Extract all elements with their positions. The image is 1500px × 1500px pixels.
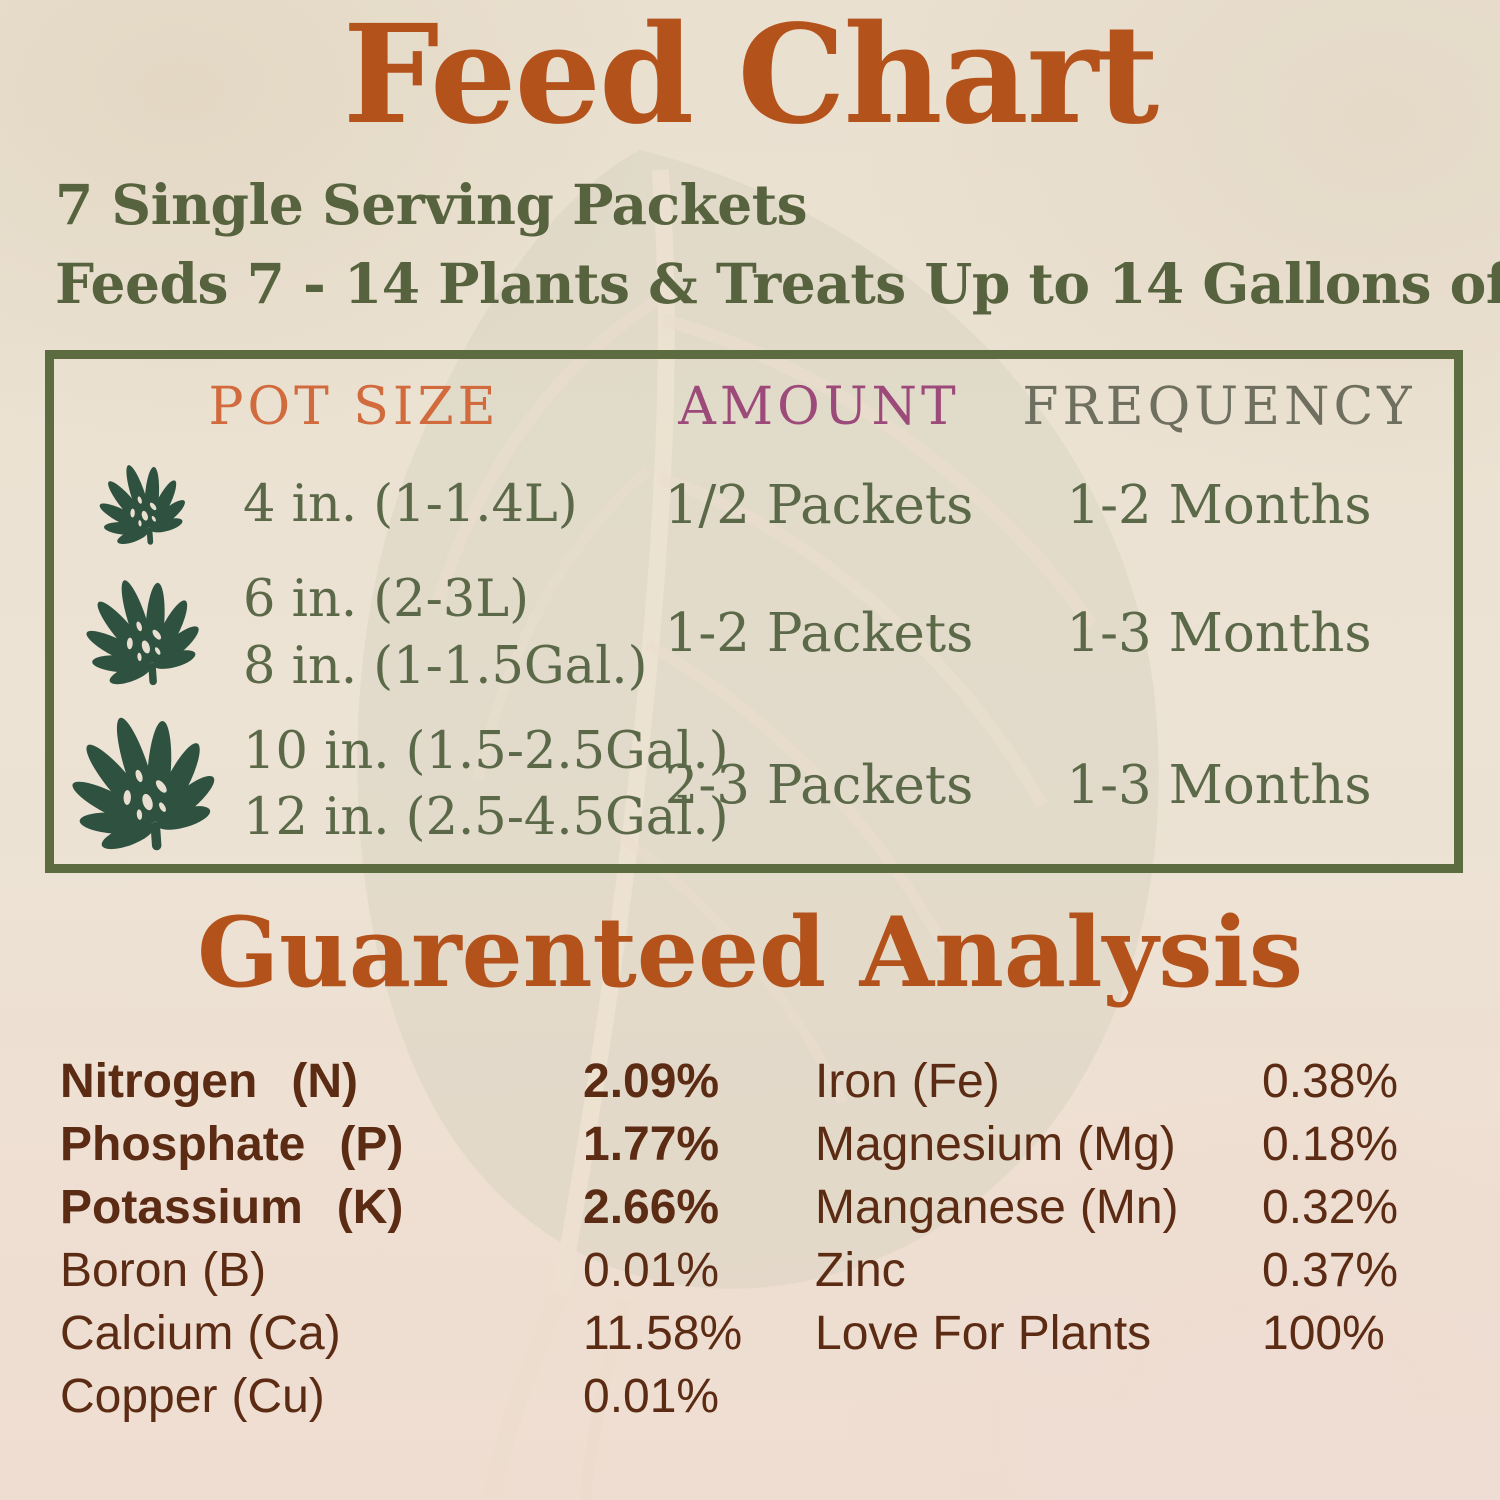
analysis-row: Magnesium (Mg) 0.18%	[815, 1113, 1500, 1176]
pot-size-line: 6 in. (2-3L)	[243, 570, 530, 630]
nutrient-symbol: (P)	[339, 1118, 404, 1172]
nutrient-value: 0.32%	[1262, 1181, 1399, 1235]
nutrient-name: Phosphate	[60, 1118, 306, 1172]
nutrient-name: Boron	[60, 1244, 189, 1298]
frequency-cell: 1-3 Months	[1066, 603, 1372, 665]
nutrient-symbol: (Mn)	[1079, 1181, 1179, 1235]
analysis-left-column: Nitrogen (N) 2.09% Phosphate (P) 1.77% Pot…	[60, 1050, 760, 1428]
page-title: Feed Chart	[342, 0, 1159, 155]
analysis-row: Potassium (K) 2.66%	[60, 1176, 760, 1239]
nutrient-value: 1.77%	[583, 1118, 720, 1172]
analysis-row: Zinc 0.37%	[815, 1239, 1500, 1302]
analysis-row: Manganese (Mn) 0.32%	[815, 1176, 1500, 1239]
analysis-row: Iron (Fe) 0.38%	[815, 1050, 1500, 1113]
monstera-leaf-icon	[82, 445, 202, 565]
nutrient-symbol: (K)	[336, 1181, 404, 1235]
subtitle-line-1: 7 Single Serving Packets	[55, 171, 808, 237]
nutrient-symbol: (Mg)	[1077, 1118, 1176, 1172]
guaranteed-analysis: Nitrogen (N) 2.09% Phosphate (P) 1.77% Pot…	[60, 1050, 1500, 1428]
nutrient-value: 0.01%	[583, 1244, 720, 1298]
nutrient-value: 0.18%	[1262, 1118, 1399, 1172]
nutrient-name: Nitrogen	[60, 1055, 258, 1109]
pot-size-cell: 10 in. (1.5-2.5Gal.) 12 in. (2.5-4.5Gal.…	[229, 719, 729, 852]
nutrient-symbol: (B)	[202, 1244, 267, 1298]
amount-cell: 1/2 Packets	[664, 474, 974, 536]
nutrient-symbol: (Cu)	[231, 1370, 325, 1424]
column-header-frequency: FREQUENCY	[1022, 377, 1416, 438]
nutrient-name: Iron	[815, 1055, 898, 1109]
nutrient-name: Manganese	[815, 1181, 1066, 1235]
table-row: 10 in. (1.5-2.5Gal.) 12 in. (2.5-4.5Gal.…	[54, 706, 1454, 864]
nutrient-name: Zinc	[815, 1244, 906, 1298]
feed-table-header-row: POT SIZE AMOUNT FREQUENCY	[54, 365, 1454, 449]
nutrient-symbol: (Ca)	[247, 1307, 341, 1361]
analysis-row: Phosphate (P) 1.77%	[60, 1113, 760, 1176]
feed-table: POT SIZE AMOUNT FREQUENCY 4 in. (1-1.4L)…	[45, 350, 1463, 874]
subtitle-line-2: Feeds 7 - 14 Plants & Treats Up to 14 Ga…	[55, 251, 1500, 317]
monstera-leaf-icon	[42, 686, 241, 885]
nutrient-name: Magnesium	[815, 1118, 1064, 1172]
monstera-leaf-icon	[63, 555, 221, 713]
column-header-pot-size: POT SIZE	[208, 377, 500, 438]
nutrient-name: Calcium	[60, 1307, 234, 1361]
nutrient-value: 0.38%	[1262, 1055, 1399, 1109]
pot-size-cell: 4 in. (1-1.4L)	[229, 472, 654, 538]
nutrient-symbol: (N)	[291, 1055, 358, 1109]
amount-cell: 1-2 Packets	[664, 603, 974, 665]
table-row: 4 in. (1-1.4L) 1/2 Packets 1-2 Months	[54, 449, 1454, 561]
analysis-right-column: Iron (Fe) 0.38% Magnesium (Mg) 0.18% Manga…	[815, 1050, 1500, 1428]
table-row: 6 in. (2-3L) 8 in. (1-1.5Gal.) 1-2 Packe…	[54, 561, 1454, 706]
nutrient-value: 0.01%	[583, 1370, 720, 1424]
pot-size-line: 4 in. (1-1.4L)	[243, 475, 578, 535]
column-header-amount: AMOUNT	[678, 377, 960, 438]
nutrient-name: Potassium	[60, 1181, 303, 1235]
pot-size-cell: 6 in. (2-3L) 8 in. (1-1.5Gal.)	[229, 567, 654, 700]
analysis-row: Love For Plants 100%	[815, 1302, 1500, 1365]
amount-cell: 2-3 Packets	[664, 754, 974, 816]
frequency-cell: 1-2 Months	[1066, 474, 1372, 536]
pot-size-line: 10 in. (1.5-2.5Gal.)	[243, 721, 729, 781]
nutrient-value: 2.66%	[583, 1181, 720, 1235]
pot-size-line: 12 in. (2.5-4.5Gal.)	[243, 788, 729, 848]
nutrient-name: Love For Plants	[815, 1307, 1152, 1361]
nutrient-value: 2.09%	[583, 1055, 720, 1109]
nutrient-name: Copper	[60, 1370, 218, 1424]
analysis-row: Boron (B) 0.01%	[60, 1239, 760, 1302]
nutrient-value: 100%	[1262, 1307, 1385, 1361]
nutrient-symbol: (Fe)	[911, 1055, 1000, 1109]
subtitle: 7 Single Serving Packets Feeds 7 - 14 Pl…	[55, 165, 1500, 325]
analysis-heading: Guarenteed Analysis	[197, 896, 1303, 1010]
analysis-row: Calcium (Ca) 11.58%	[60, 1302, 760, 1365]
frequency-cell: 1-3 Months	[1066, 754, 1372, 816]
nutrient-value: 0.37%	[1262, 1244, 1399, 1298]
analysis-row: Nitrogen (N) 2.09%	[60, 1050, 760, 1113]
pot-size-line: 8 in. (1-1.5Gal.)	[243, 636, 648, 696]
nutrient-value: 11.58%	[583, 1307, 743, 1361]
analysis-row: Copper (Cu) 0.01%	[60, 1365, 760, 1428]
